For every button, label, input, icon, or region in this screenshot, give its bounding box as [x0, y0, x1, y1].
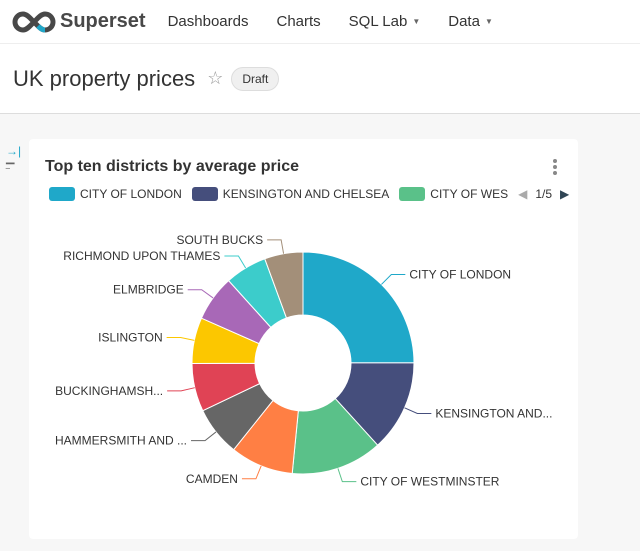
legend-swatch [399, 187, 426, 201]
superset-logo[interactable]: Superset [12, 10, 146, 33]
slice-label: ELMBRIDGE [113, 283, 184, 297]
legend-label: KENSINGTON AND CHELSEA [222, 187, 390, 201]
label-line [337, 468, 357, 483]
donut-chart: CITY OF LONDON KENSINGTON AND... CITY OF W… [55, 233, 552, 489]
nav-label: Charts [276, 13, 321, 30]
chart-legend: CITY OF LONDON KENSINGTON AND CHELSEA CI… [49, 187, 569, 201]
legend-page: 1/5 [535, 187, 553, 201]
legend-item[interactable]: CITY OF LONDON [49, 187, 182, 201]
label-line [191, 431, 217, 442]
expand-icon[interactable]: →| [6, 144, 22, 158]
slice-label: CITY OF LONDON [409, 268, 511, 282]
slice-label: KENSINGTON AND... [435, 406, 552, 420]
slice-label: BUCKINGHAMSH... [55, 384, 163, 398]
legend-prev-icon[interactable]: ◀ [518, 187, 528, 201]
legend-item[interactable]: CITY OF WES [399, 187, 508, 201]
legend-swatch [191, 187, 218, 201]
filter-icon[interactable]: ▔ ‾ [6, 164, 15, 180]
label-line [166, 336, 195, 341]
caret-down-icon: ▼ [412, 17, 421, 26]
label-line [167, 387, 195, 392]
top-nav: Superset Dashboards Charts SQL Lab ▼ Data… [0, 0, 640, 44]
filter-sidebar: →| ▔ ‾ [6, 144, 22, 180]
nav-charts[interactable]: Charts [276, 13, 320, 30]
status-badge[interactable]: Draft [231, 66, 280, 91]
nav-label: SQL Lab [348, 13, 408, 30]
nav-label: Dashboards [167, 13, 249, 30]
label-line [241, 465, 262, 480]
legend-item[interactable]: KENSINGTON AND CHELSEA [191, 187, 390, 201]
slice-label: HAMMERSMITH AND ... [55, 434, 187, 448]
dashboard-header: UK property prices ☆ Draft [0, 44, 640, 114]
star-icon[interactable]: ☆ [207, 68, 224, 88]
legend-label: CITY OF LONDON [80, 187, 182, 201]
pie-slice[interactable] [302, 251, 415, 364]
legend-label: CITY OF WES [430, 187, 509, 201]
page-title[interactable]: UK property prices [13, 65, 196, 91]
brand-name: Superset [60, 10, 146, 32]
nav-dashboards[interactable]: Dashboards [168, 13, 249, 30]
nav-label: Data [448, 13, 480, 30]
chart-card: Top ten districts by average price CITY … [29, 139, 578, 539]
nav-sql-lab[interactable]: SQL Lab ▼ [349, 13, 421, 30]
label-line [404, 407, 432, 414]
slice-label: CITY OF WESTMINSTER [360, 475, 499, 489]
slice-label: RICHMOND UPON THAMES [63, 249, 220, 263]
label-line [267, 239, 285, 254]
legend-next-icon[interactable]: ▶ [560, 187, 570, 201]
logo-icon [12, 10, 56, 33]
pie-slice[interactable] [264, 251, 304, 319]
nav-data[interactable]: Data ▼ [448, 13, 493, 30]
more-options-icon[interactable] [552, 157, 558, 177]
slice-label: SOUTH BUCKS [176, 233, 263, 247]
label-line [381, 274, 406, 285]
slice-label: CAMDEN [186, 472, 238, 486]
legend-swatch [49, 187, 75, 201]
label-line [224, 255, 247, 269]
chart-title: Top ten districts by average price [45, 158, 300, 175]
slice-label: ISLINGTON [98, 330, 162, 344]
label-line [187, 289, 214, 299]
caret-down-icon: ▼ [484, 17, 493, 26]
